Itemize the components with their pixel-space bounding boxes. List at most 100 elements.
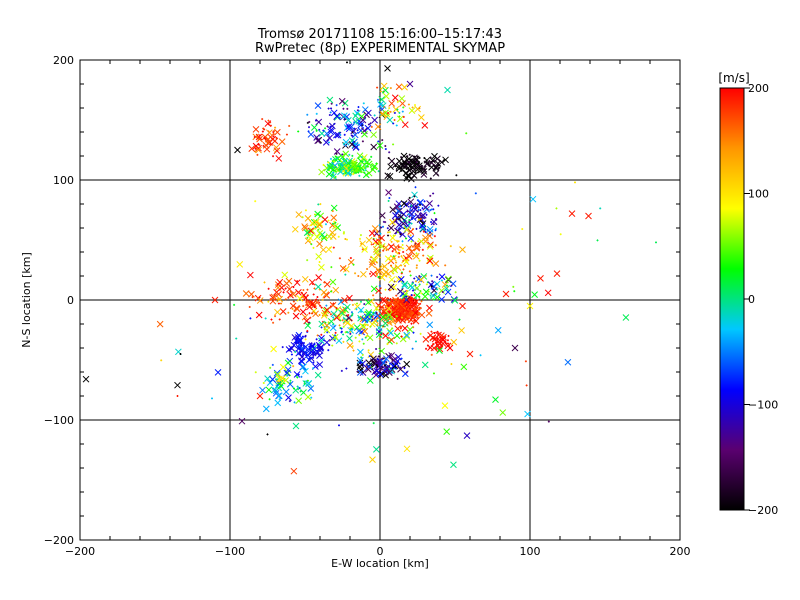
scatter-point — [272, 321, 275, 324]
scatter-point — [434, 229, 437, 232]
point-stroke — [431, 152, 438, 160]
scatter-point — [405, 155, 413, 163]
scatter-point — [360, 270, 367, 278]
scatter-point — [395, 275, 403, 283]
point-stroke — [360, 127, 368, 135]
scatter-point — [401, 247, 404, 250]
scatter-point — [395, 315, 398, 318]
scatter-point — [274, 126, 277, 129]
point-stroke — [393, 203, 401, 211]
scatter-point — [261, 118, 264, 121]
scatter-point — [344, 171, 347, 174]
scatter-point — [423, 168, 426, 171]
point-stroke — [323, 339, 331, 346]
scatter-point — [275, 136, 278, 139]
scatter-point — [409, 202, 417, 210]
scatter-point — [386, 343, 389, 346]
scatter-point — [318, 334, 325, 342]
scatter-point — [400, 200, 408, 207]
scatter-point — [332, 323, 335, 326]
point-stroke — [352, 112, 359, 120]
scatter-point — [360, 153, 368, 161]
scatter-point — [407, 103, 410, 106]
scatter-point — [315, 112, 318, 115]
scatter-point — [339, 164, 342, 167]
scatter-point — [421, 207, 424, 210]
scatter-point — [377, 140, 380, 143]
scatter-point — [412, 311, 420, 319]
scatter-point — [405, 168, 408, 171]
scatter-point — [322, 129, 325, 132]
scatter-point — [312, 353, 315, 356]
scatter-point — [432, 223, 435, 226]
scatter-point — [316, 240, 323, 248]
point-stroke — [334, 131, 342, 139]
scatter-point — [383, 365, 391, 373]
scatter-point — [414, 186, 417, 189]
scatter-point — [344, 170, 352, 177]
scatter-point — [429, 177, 432, 180]
scatter-point — [318, 261, 321, 264]
point-stroke — [360, 153, 368, 161]
point-stroke — [425, 310, 433, 317]
point-stroke — [345, 159, 352, 167]
scatter-point — [403, 264, 406, 267]
scatter-point — [332, 246, 335, 249]
scatter-point — [411, 245, 414, 248]
point-stroke — [388, 157, 396, 165]
scatter-point — [357, 316, 360, 319]
scatter-point — [274, 308, 281, 316]
scatter-point — [342, 107, 345, 110]
scatter-point — [282, 388, 290, 396]
scatter-point — [366, 162, 369, 165]
scatter-point — [364, 366, 372, 373]
point-stroke — [392, 296, 399, 304]
scatter-point — [337, 298, 345, 306]
point-stroke — [342, 150, 350, 158]
scatter-point — [382, 332, 389, 340]
scatter-point — [334, 331, 337, 334]
scatter-point — [320, 306, 323, 309]
scatter-point — [350, 311, 353, 314]
scatter-point — [357, 143, 360, 146]
point-stroke — [318, 320, 326, 328]
point-stroke — [395, 275, 403, 283]
scatter-point — [307, 126, 310, 129]
scatter-point — [360, 167, 363, 170]
scatter-point — [375, 361, 383, 369]
scatter-point — [424, 231, 427, 234]
scatter-point — [324, 127, 327, 130]
scatter-point — [388, 311, 396, 319]
point-stroke — [403, 360, 411, 368]
scatter-point — [455, 174, 458, 177]
point-stroke — [314, 137, 322, 145]
scatter-point — [430, 218, 438, 226]
point-stroke — [275, 155, 283, 162]
scatter-point — [332, 316, 335, 319]
scatter-point — [299, 308, 307, 316]
point-stroke — [364, 299, 372, 306]
scatter-point — [327, 349, 330, 352]
point-stroke — [366, 334, 374, 342]
scatter-point — [343, 159, 346, 162]
scatter-point — [354, 336, 357, 339]
scatter-point — [304, 393, 312, 401]
scatter-point — [351, 303, 354, 306]
point-stroke — [426, 225, 434, 233]
scatter-point — [359, 240, 366, 248]
point-stroke — [401, 324, 409, 332]
point-stroke — [264, 135, 272, 143]
point-stroke — [422, 203, 430, 211]
point-stroke — [388, 308, 395, 316]
scatter-point — [267, 119, 270, 122]
point-stroke — [375, 331, 383, 339]
scatter-point — [358, 340, 361, 343]
scatter-point — [272, 144, 280, 151]
scatter-point — [264, 135, 272, 143]
scatter-point — [344, 144, 347, 147]
point-stroke — [385, 313, 392, 321]
scatter-point — [399, 312, 402, 315]
scatter-point — [290, 347, 293, 350]
scatter-point — [288, 124, 291, 127]
